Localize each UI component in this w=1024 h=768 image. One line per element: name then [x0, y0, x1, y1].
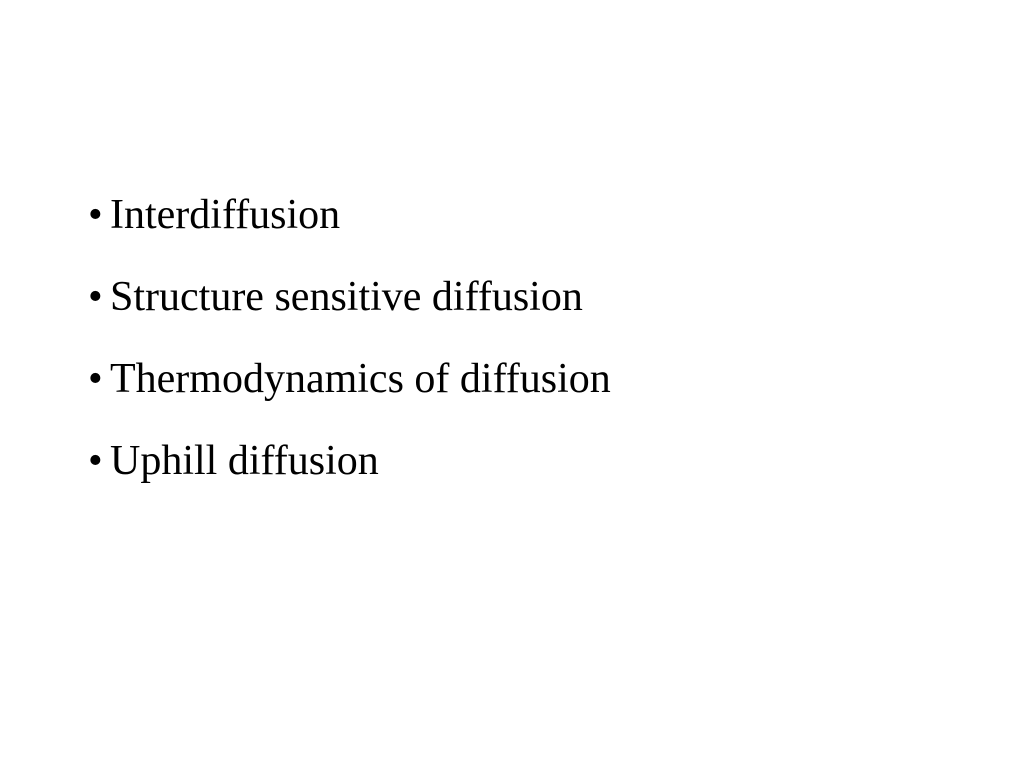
bullet-item: Interdiffusion [88, 175, 1024, 257]
bullet-item: Structure sensitive diffusion [88, 257, 1024, 339]
bullet-list: Interdiffusion Structure sensitive diffu… [88, 175, 1024, 503]
bullet-item: Uphill diffusion [88, 421, 1024, 503]
bullet-item: Thermodynamics of diffusion [88, 339, 1024, 421]
